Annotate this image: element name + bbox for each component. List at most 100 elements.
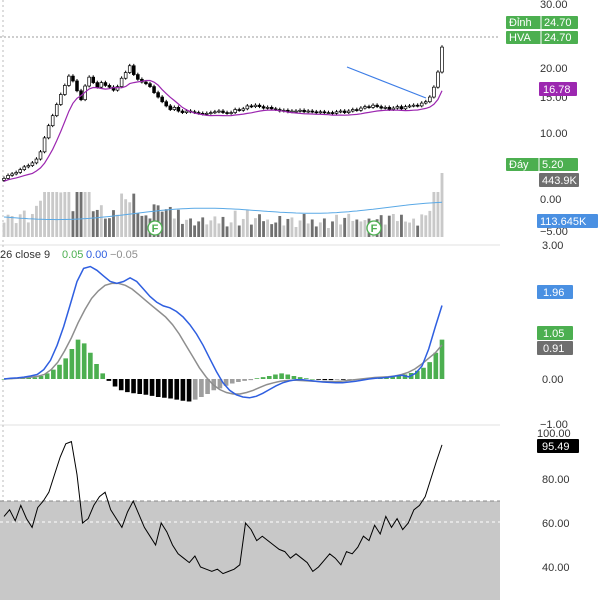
candle bbox=[164, 99, 168, 108]
badge-ma: 16.78 bbox=[539, 82, 577, 96]
volume-bar bbox=[2, 222, 6, 237]
candle bbox=[338, 109, 343, 114]
macd-hist-bar bbox=[1, 379, 7, 380]
macd-hist-bar bbox=[328, 379, 334, 381]
candle bbox=[172, 105, 177, 111]
volume-bar bbox=[400, 214, 403, 237]
volume-bar bbox=[225, 226, 229, 237]
macd-hist-bar bbox=[266, 376, 272, 379]
volume-bar bbox=[168, 206, 172, 237]
macd-hist-bar bbox=[180, 379, 186, 401]
macd-hist-bar bbox=[88, 352, 93, 379]
candle bbox=[322, 109, 327, 115]
candle bbox=[383, 105, 387, 110]
badge-ma-value: 16.78 bbox=[543, 84, 571, 96]
macd-hist-bar bbox=[168, 379, 173, 399]
volume-bar bbox=[408, 222, 411, 237]
candle bbox=[359, 106, 363, 112]
macd-hist-bar bbox=[402, 374, 408, 379]
volume-bar bbox=[266, 219, 270, 237]
event-marker-f-1[interactable]: F bbox=[147, 220, 163, 236]
badge-signal: 0.91 bbox=[537, 341, 573, 355]
candle bbox=[123, 70, 128, 80]
volume-bar bbox=[249, 224, 253, 237]
candle bbox=[428, 95, 432, 104]
macd-hist-bar bbox=[415, 370, 420, 379]
badge-rsi-value: 95.49 bbox=[542, 441, 570, 453]
macd-histogram bbox=[1, 339, 445, 402]
macd-hist-bar bbox=[38, 376, 44, 379]
badge-dinh-label: Đỉnh bbox=[509, 17, 532, 29]
macd-hist-bar bbox=[186, 379, 192, 402]
candle bbox=[63, 83, 67, 96]
volume-bar bbox=[71, 211, 75, 237]
badge-volume: 443.9K bbox=[539, 173, 579, 187]
macd-hist-bar bbox=[199, 379, 204, 397]
macd-hist-bar bbox=[75, 339, 81, 379]
price-pane: F F bbox=[0, 36, 500, 237]
volume-bar bbox=[318, 222, 322, 237]
volume-bar bbox=[310, 219, 314, 237]
badge-rsi: 95.49 bbox=[537, 439, 579, 453]
candle bbox=[50, 113, 55, 128]
macd-axis: 3.00 0.00 −1.00 bbox=[540, 240, 568, 431]
candle bbox=[253, 103, 258, 109]
macd-hist-bar bbox=[44, 373, 50, 379]
candle bbox=[436, 70, 440, 89]
macd-hist-bar bbox=[297, 377, 303, 379]
candle bbox=[265, 105, 270, 110]
badge-volume-ma-value: 113.645K bbox=[540, 216, 587, 228]
macd-hist-bar bbox=[63, 358, 69, 379]
candle bbox=[310, 109, 314, 114]
macd-hist-bar bbox=[118, 379, 124, 391]
volume-bar bbox=[144, 215, 148, 237]
macd-signal-line bbox=[3, 282, 443, 395]
volume-bar bbox=[112, 210, 115, 237]
volume-bar bbox=[140, 215, 144, 237]
volume-bar bbox=[99, 205, 103, 237]
candle bbox=[415, 103, 420, 108]
price-tick-20: 20.00 bbox=[540, 63, 568, 75]
macd-hist-bar bbox=[131, 379, 136, 394]
candle bbox=[407, 104, 412, 109]
candle bbox=[379, 104, 383, 110]
price-ma-line bbox=[3, 79, 443, 182]
macd-hist-bar bbox=[174, 379, 180, 400]
macd-hist-bar bbox=[32, 377, 38, 379]
volume-bar bbox=[43, 192, 46, 237]
macd-hist-bar bbox=[322, 379, 328, 381]
macd-pane: 26 close 9 0.05 0.00 −0.05 bbox=[0, 249, 445, 402]
macd-hist-bar bbox=[192, 379, 198, 400]
volume-bar bbox=[6, 214, 10, 237]
candle bbox=[156, 90, 160, 99]
volume-bar bbox=[14, 223, 18, 237]
volume-bar bbox=[217, 223, 221, 237]
candle bbox=[330, 110, 335, 115]
badge-hist-value: 1.05 bbox=[543, 328, 564, 340]
badge-dinh-value: 24.70 bbox=[544, 17, 572, 29]
macd-header-signal: −0.05 bbox=[110, 249, 138, 261]
candle bbox=[419, 101, 424, 108]
rsi-axis: 100.00 80.00 60.00 40.00 bbox=[537, 428, 571, 574]
candle bbox=[342, 109, 347, 115]
volume-bar bbox=[432, 192, 436, 237]
candle bbox=[160, 95, 164, 104]
volume-bar bbox=[416, 225, 420, 237]
candle bbox=[30, 161, 35, 167]
candle bbox=[75, 79, 79, 93]
volume-bar bbox=[233, 210, 237, 237]
candle bbox=[424, 99, 428, 105]
macd-hist-bar bbox=[94, 364, 99, 379]
macd-hist-bar bbox=[439, 339, 445, 379]
candle bbox=[233, 107, 237, 115]
macd-hist-bar bbox=[316, 379, 321, 380]
candle bbox=[399, 104, 404, 111]
candle bbox=[119, 76, 124, 89]
volume-bar bbox=[237, 225, 241, 237]
event-marker-f-2[interactable]: F bbox=[366, 220, 382, 236]
volume-bar bbox=[136, 213, 140, 237]
macd-header-macd: 0.00 bbox=[86, 249, 107, 261]
candle bbox=[298, 108, 302, 113]
volume-bar bbox=[160, 211, 164, 237]
volume-bar bbox=[241, 218, 245, 237]
